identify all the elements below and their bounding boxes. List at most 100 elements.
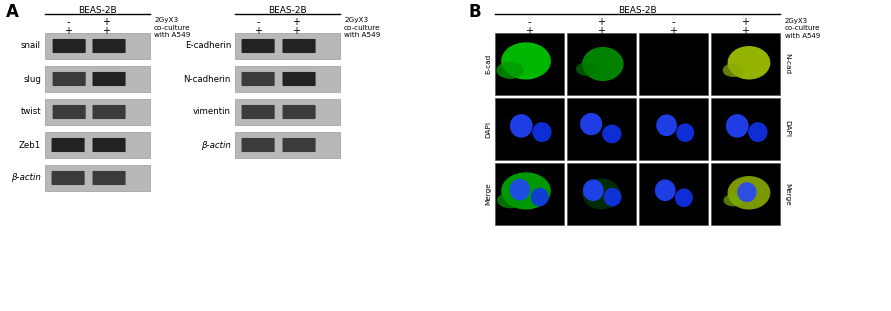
Text: snail: snail — [21, 41, 41, 50]
Ellipse shape — [655, 179, 675, 201]
Text: +: + — [292, 26, 300, 36]
Text: Merge: Merge — [784, 183, 790, 205]
Text: N-cad: N-cad — [784, 53, 790, 75]
Bar — [639, 163, 708, 225]
Ellipse shape — [676, 123, 694, 142]
Text: +: + — [64, 26, 72, 36]
Ellipse shape — [602, 125, 622, 143]
Text: 2GyX3
co-culture
with A549: 2GyX3 co-culture with A549 — [154, 17, 191, 38]
Bar — [639, 98, 708, 160]
FancyBboxPatch shape — [282, 39, 315, 53]
Text: A: A — [6, 3, 19, 21]
Text: twist: twist — [20, 108, 41, 117]
FancyBboxPatch shape — [53, 39, 86, 53]
Text: +: + — [669, 26, 677, 36]
Text: DAPI: DAPI — [485, 120, 491, 137]
FancyBboxPatch shape — [53, 72, 86, 86]
Text: BEAS-2B: BEAS-2B — [78, 6, 117, 15]
Ellipse shape — [580, 113, 602, 135]
Ellipse shape — [657, 114, 677, 136]
Ellipse shape — [726, 114, 748, 138]
Text: BEAS-2B: BEAS-2B — [618, 6, 657, 15]
Ellipse shape — [674, 188, 693, 207]
Ellipse shape — [737, 182, 756, 202]
Bar — [45, 132, 150, 158]
Text: E-cadherin: E-cadherin — [184, 41, 231, 50]
Text: Zeb1: Zeb1 — [19, 141, 41, 150]
Bar — [495, 33, 564, 95]
FancyBboxPatch shape — [93, 39, 126, 53]
Bar — [45, 33, 150, 59]
Text: B: B — [468, 3, 480, 21]
Bar — [495, 98, 564, 160]
Ellipse shape — [583, 179, 603, 201]
Ellipse shape — [728, 46, 771, 80]
FancyBboxPatch shape — [52, 171, 85, 185]
Text: Merge: Merge — [485, 183, 491, 205]
Text: +: + — [526, 26, 534, 36]
FancyBboxPatch shape — [52, 138, 85, 152]
Ellipse shape — [728, 176, 771, 210]
Ellipse shape — [748, 122, 767, 142]
Text: +: + — [598, 17, 606, 27]
Ellipse shape — [510, 179, 530, 201]
Text: +: + — [254, 26, 262, 36]
Text: N-cadherin: N-cadherin — [184, 75, 231, 83]
Text: slug: slug — [23, 75, 41, 83]
Text: vimentin: vimentin — [193, 108, 231, 117]
FancyBboxPatch shape — [241, 72, 274, 86]
Bar — [567, 163, 636, 225]
Bar — [235, 66, 340, 92]
Ellipse shape — [603, 188, 622, 207]
Bar — [45, 99, 150, 125]
Bar — [639, 33, 708, 95]
FancyBboxPatch shape — [93, 105, 126, 119]
Ellipse shape — [531, 188, 549, 207]
FancyBboxPatch shape — [53, 105, 86, 119]
Bar — [567, 33, 636, 95]
Text: -: - — [66, 17, 69, 27]
Text: 2GyX3
co-culture
with A549: 2GyX3 co-culture with A549 — [785, 18, 821, 39]
FancyBboxPatch shape — [241, 138, 274, 152]
Text: +: + — [598, 26, 606, 36]
Text: β-actin: β-actin — [11, 174, 41, 183]
Bar — [45, 66, 150, 92]
Ellipse shape — [583, 179, 620, 210]
Bar — [711, 163, 780, 225]
FancyBboxPatch shape — [241, 39, 274, 53]
FancyBboxPatch shape — [93, 171, 126, 185]
Bar — [235, 99, 340, 125]
Text: DAPI: DAPI — [784, 120, 790, 137]
FancyBboxPatch shape — [282, 138, 315, 152]
Text: +: + — [741, 17, 749, 27]
Text: BEAS-2B: BEAS-2B — [268, 6, 307, 15]
Ellipse shape — [723, 63, 743, 77]
FancyBboxPatch shape — [93, 72, 126, 86]
Bar — [567, 98, 636, 160]
Ellipse shape — [496, 62, 524, 79]
Ellipse shape — [582, 47, 624, 81]
Ellipse shape — [723, 194, 743, 207]
Text: +: + — [292, 17, 300, 27]
Text: +: + — [741, 26, 749, 36]
FancyBboxPatch shape — [282, 72, 315, 86]
Bar — [711, 98, 780, 160]
Bar — [235, 33, 340, 59]
Text: -: - — [672, 17, 675, 27]
Bar — [711, 33, 780, 95]
Text: β-actin: β-actin — [201, 141, 231, 150]
Bar — [45, 165, 150, 191]
Bar — [235, 132, 340, 158]
Ellipse shape — [576, 62, 597, 76]
Bar — [495, 163, 564, 225]
FancyBboxPatch shape — [282, 105, 315, 119]
Text: -: - — [527, 17, 531, 27]
Ellipse shape — [497, 192, 523, 208]
Ellipse shape — [510, 114, 533, 138]
Text: E-cad: E-cad — [485, 54, 491, 74]
Ellipse shape — [532, 122, 552, 142]
Ellipse shape — [502, 42, 551, 80]
FancyBboxPatch shape — [93, 138, 126, 152]
FancyBboxPatch shape — [241, 105, 274, 119]
Text: +: + — [102, 17, 110, 27]
